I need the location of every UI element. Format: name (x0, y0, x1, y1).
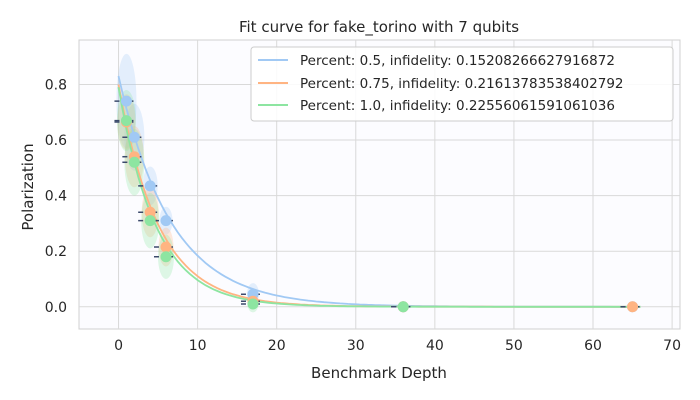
fit-curves (117, 75, 641, 308)
x-tick-label: 30 (347, 338, 365, 354)
data-point-2-4 (247, 298, 259, 310)
chart-title: Fit curve for fake_torino with 7 qubits (239, 18, 519, 37)
x-tick-label: 60 (584, 338, 602, 354)
data-point-2-2 (144, 215, 156, 227)
y-tick-label: 0.2 (45, 244, 67, 260)
data-point-1-6 (627, 301, 639, 313)
x-tick-label: 20 (268, 338, 286, 354)
y-tick-labels: 0.0 0.2 0.4 0.6 0.8 (45, 77, 67, 315)
data-point-0-0 (120, 95, 132, 107)
y-tick-label: 0.6 (45, 133, 67, 149)
data-point-0-1 (128, 131, 140, 143)
y-axis-title: Polarization (19, 143, 37, 230)
data-point-0-3 (160, 215, 172, 227)
x-axis-title: Benchmark Depth (311, 364, 447, 382)
data-point-2-3 (160, 251, 172, 263)
data-point-2-0 (120, 115, 132, 127)
data-point-0-2 (144, 180, 156, 192)
x-tick-label: 40 (426, 338, 444, 354)
fit-curve-2 (117, 87, 641, 308)
legend-box (250, 46, 674, 122)
x-tick-label: 50 (505, 338, 523, 354)
x-tick-label: 70 (663, 338, 681, 354)
x-tick-label: 0 (114, 338, 123, 354)
x-tick-labels: 0 10 20 30 40 50 60 70 (114, 338, 681, 354)
y-tick-label: 0.0 (45, 300, 67, 316)
markers (114, 95, 645, 313)
legend: Percent: 0.5, infidelity: 0.152082666279… (250, 46, 674, 122)
y-tick-label: 0.8 (45, 77, 67, 93)
data-point-1-3 (160, 241, 172, 253)
y-tick-label: 0.4 (45, 189, 67, 205)
data-point-2-1 (128, 156, 140, 168)
legend-label-0: Percent: 0.5, infidelity: 0.152082666279… (300, 53, 615, 69)
legend-label-2: Percent: 1.0, infidelity: 0.225560615910… (300, 98, 615, 114)
legend-label-1: Percent: 0.75, infidelity: 0.21613783538… (300, 76, 624, 92)
x-tick-label: 10 (189, 338, 207, 354)
data-point-2-5 (397, 301, 409, 313)
